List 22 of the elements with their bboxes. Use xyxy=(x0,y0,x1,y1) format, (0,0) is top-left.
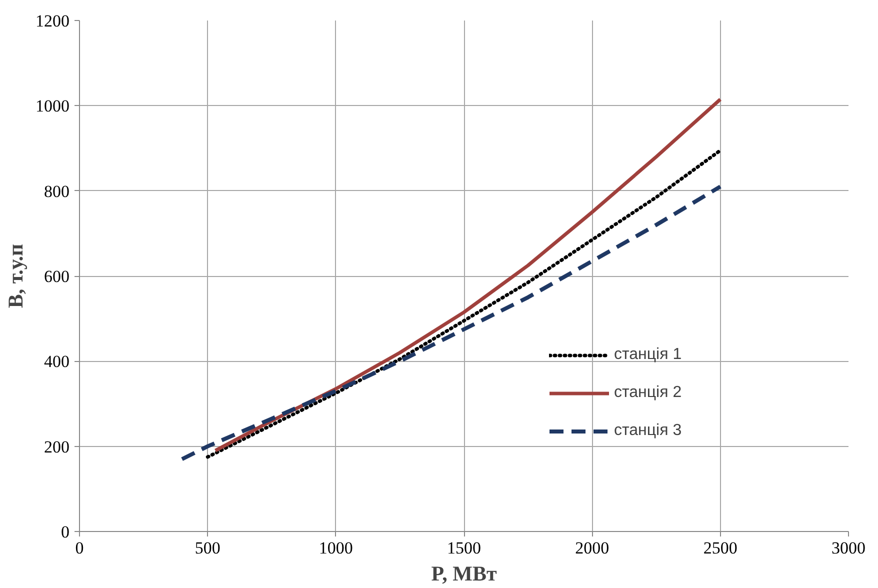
x-tick-label: 0 xyxy=(75,538,84,558)
y-tick-label: 600 xyxy=(44,267,70,286)
x-tick-label: 1000 xyxy=(318,538,353,558)
x-tick-label: 2000 xyxy=(575,538,610,558)
y-tick-label: 1200 xyxy=(36,12,70,30)
y-tick-label: 0 xyxy=(61,522,70,542)
x-tick-label: 3000 xyxy=(832,538,866,558)
y-tick-label: 200 xyxy=(44,437,70,456)
legend-label: станція 3 xyxy=(614,422,682,440)
x-tick-label: 1500 xyxy=(447,538,481,558)
x-tick-label: 500 xyxy=(194,538,220,558)
legend-label: станція 1 xyxy=(614,346,682,364)
y-tick-label: 1000 xyxy=(36,96,70,116)
y-axis-title: B, т.у.п xyxy=(4,244,28,308)
y-tick-label: 400 xyxy=(44,352,70,372)
line-series xyxy=(180,184,722,462)
line-series xyxy=(214,98,722,452)
y-tick-label: 800 xyxy=(44,182,70,201)
x-tick-label: 2500 xyxy=(703,538,738,558)
x-axis-title: P, МВт xyxy=(431,562,498,586)
legend-label: станція 2 xyxy=(614,384,682,402)
line-series xyxy=(206,148,722,459)
